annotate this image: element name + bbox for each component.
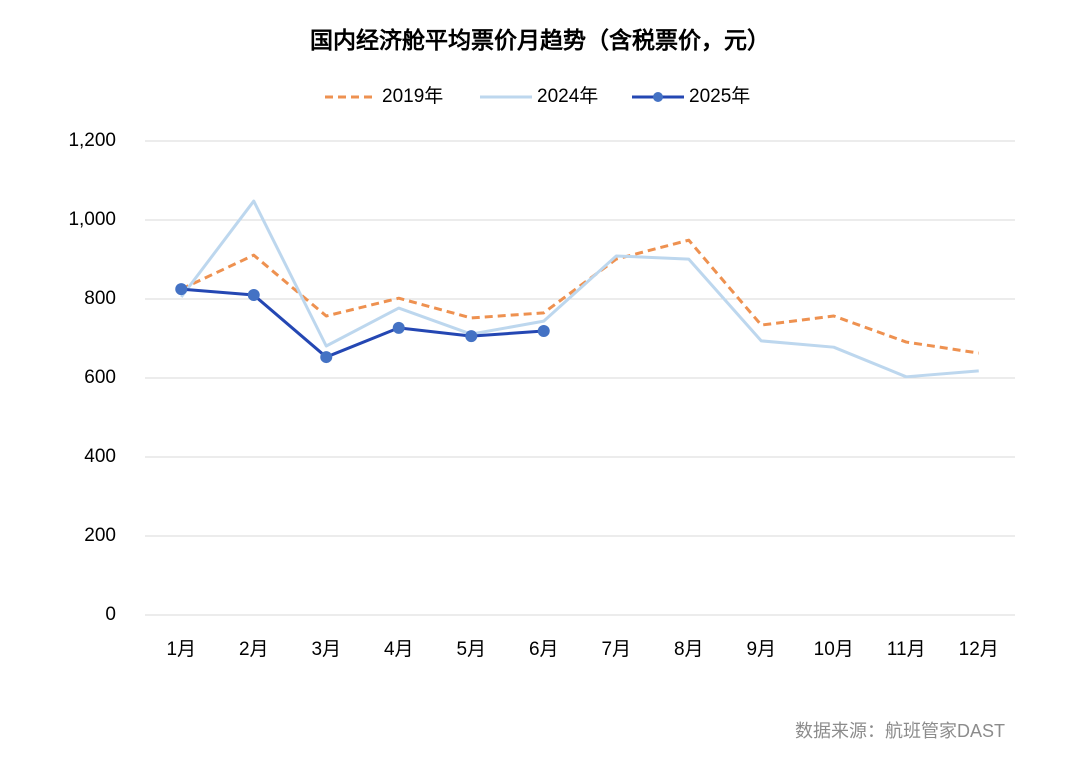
y-tick-label: 400: [84, 446, 116, 467]
source-note: 数据来源：航班管家DAST: [795, 721, 1005, 741]
x-tick-label: 6月: [529, 639, 559, 660]
legend-label: 2019年: [382, 85, 443, 107]
y-tick-label: 200: [84, 525, 116, 546]
x-tick-label: 10月: [814, 639, 854, 660]
chart-title: 国内经济舱平均票价月趋势（含税票价，元）: [310, 27, 770, 53]
y-tick-label: 1,200: [68, 130, 116, 151]
data-point: [320, 351, 333, 364]
x-tick-label: 9月: [746, 639, 776, 660]
y-tick-label: 0: [105, 604, 116, 625]
legend-marker: [653, 92, 663, 102]
x-tick-label: 2月: [239, 639, 269, 660]
legend-label: 2024年: [537, 85, 598, 107]
x-tick-label: 7月: [601, 639, 631, 660]
x-tick-label: 4月: [384, 639, 414, 660]
data-point: [175, 283, 188, 296]
x-tick-label: 12月: [959, 639, 999, 660]
data-point: [247, 289, 260, 302]
x-tick-label: 8月: [674, 639, 704, 660]
x-tick-label: 5月: [456, 639, 486, 660]
data-point: [392, 321, 405, 334]
x-tick-label: 11月: [887, 639, 926, 660]
data-point: [537, 324, 550, 337]
legend-label: 2025年: [689, 85, 750, 107]
y-tick-label: 600: [84, 367, 116, 388]
y-tick-label: 800: [84, 288, 116, 309]
data-point: [465, 330, 478, 343]
x-tick-label: 3月: [311, 639, 341, 660]
series-line: [180, 238, 979, 355]
y-tick-label: 1,000: [68, 209, 116, 230]
x-tick-label: 1月: [166, 639, 196, 660]
series-line: [180, 199, 979, 379]
series-line: [181, 287, 544, 359]
